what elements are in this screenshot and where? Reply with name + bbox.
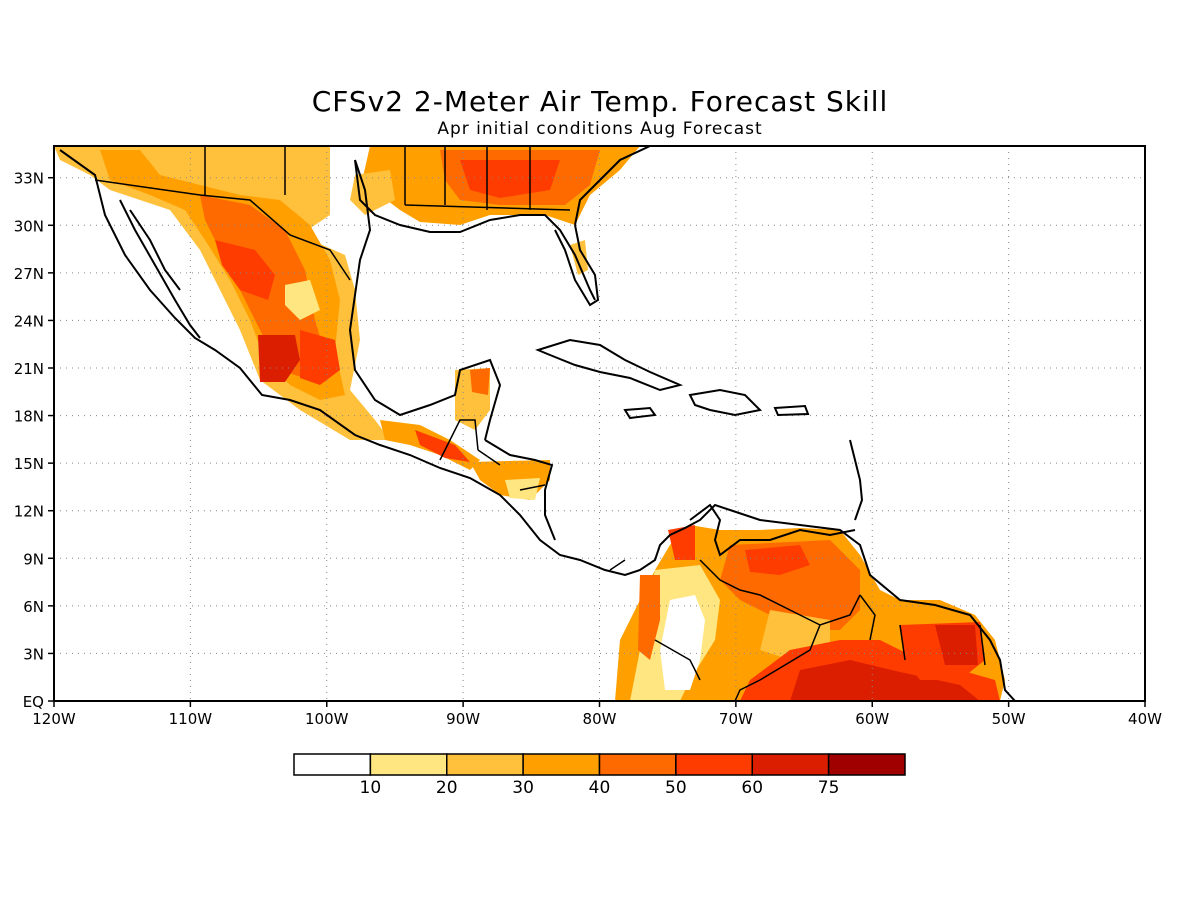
- border-central-america: [439, 419, 626, 571]
- lon-tick-label: 110W: [169, 710, 213, 728]
- colorbar-swatch: [522, 753, 601, 776]
- map-grid: [54, 146, 1145, 701]
- colorbar-label: 10: [360, 778, 382, 798]
- coastline-caribbean-sa: [689, 503, 856, 557]
- skill-region-sa-guyana-peak: [935, 625, 978, 665]
- skill-region-central-mexico-high: [300, 330, 340, 385]
- colorbar-swatch: [446, 753, 524, 776]
- lat-tick-label: 21N: [14, 360, 44, 378]
- coastlines: [59, 146, 1016, 701]
- colorbar-swatch: [293, 753, 372, 776]
- lon-tick-label: 120W: [32, 710, 76, 728]
- skill-region-yucatan-high: [470, 368, 490, 395]
- coastline-jamaica: [623, 406, 657, 420]
- colorbar-swatch: [675, 753, 753, 776]
- border-us-states: [204, 146, 571, 211]
- skill-region-central-mexico-peak: [258, 335, 300, 382]
- lat-tick-label: 33N: [14, 170, 44, 188]
- colorbar-swatch: [827, 753, 906, 776]
- skill-region-mexico-gap: [285, 280, 320, 320]
- lat-tick-label: 27N: [14, 265, 44, 283]
- lat-tick-label: 12N: [14, 503, 44, 521]
- lat-tick-label: 24N: [14, 312, 44, 330]
- lon-tick-label: 80W: [583, 710, 617, 728]
- lat-tick-label: EQ: [23, 693, 44, 711]
- coastline-hispaniola: [688, 388, 763, 417]
- lat-tick-label: 18N: [14, 408, 44, 426]
- map-subtitle: Apr initial conditions Aug Forecast: [437, 119, 763, 139]
- colorbar-label: 75: [818, 778, 840, 798]
- lon-tick-label: 100W: [305, 710, 349, 728]
- colorbar-swatch: [751, 753, 830, 776]
- lat-tick-label: 30N: [14, 217, 44, 235]
- colorbar-swatch: [598, 753, 677, 776]
- coastline-caribbean-ca: [484, 439, 556, 541]
- lat-tick-label: 6N: [23, 598, 44, 616]
- skill-region-south-mexico-high: [415, 430, 470, 462]
- lon-tick-label: 90W: [446, 710, 480, 728]
- lon-tick-label: 50W: [992, 710, 1026, 728]
- skill-region-sa-colombia-high: [638, 575, 660, 660]
- skill-region-sa-amazon-peak: [790, 660, 980, 701]
- lon-tick-label: 40W: [1128, 710, 1162, 728]
- coastline-antilles: [849, 439, 864, 521]
- skill-region-nw-mexico-peak: [215, 240, 275, 300]
- colorbar-label: 40: [589, 778, 611, 798]
- border-south-america: [654, 559, 986, 701]
- skill-region-florida: [570, 240, 588, 275]
- border-us-mexico: [94, 179, 351, 281]
- axis-ticks: 120W 110W 100W 90W 80W 70W 60W 50W 40W EQ 3N 6N 9N 12…: [14, 170, 1162, 728]
- colorbar-swatch: [369, 753, 448, 776]
- coastline-florida: [554, 224, 600, 307]
- colorbar-label: 60: [741, 778, 763, 798]
- coastline-pacific: [59, 149, 1016, 701]
- lat-tick-label: 15N: [14, 455, 44, 473]
- lat-tick-label: 9N: [23, 550, 44, 568]
- skill-region-sa-venezuela-peak: [745, 545, 810, 575]
- lon-tick-label: 60W: [855, 710, 889, 728]
- coastline-us-east: [574, 146, 651, 226]
- colorbar-label: 30: [512, 778, 534, 798]
- coastline-gulf: [348, 159, 596, 441]
- map-title: CFSv2 2-Meter Air Temp. Forecast Skill: [311, 85, 889, 118]
- colorbar: 10 20 30 40 50 60 75: [293, 753, 906, 798]
- skill-field: [54, 146, 1005, 701]
- coastline-puerto-rico: [773, 404, 810, 417]
- coastline-baja: [119, 199, 201, 339]
- colorbar-label: 20: [436, 778, 458, 798]
- lat-tick-label: 3N: [23, 645, 44, 663]
- lon-tick-label: 70W: [719, 710, 753, 728]
- skill-region-us-southeast-peak: [460, 160, 560, 198]
- coastline-cuba: [535, 338, 684, 392]
- colorbar-label: 50: [665, 778, 687, 798]
